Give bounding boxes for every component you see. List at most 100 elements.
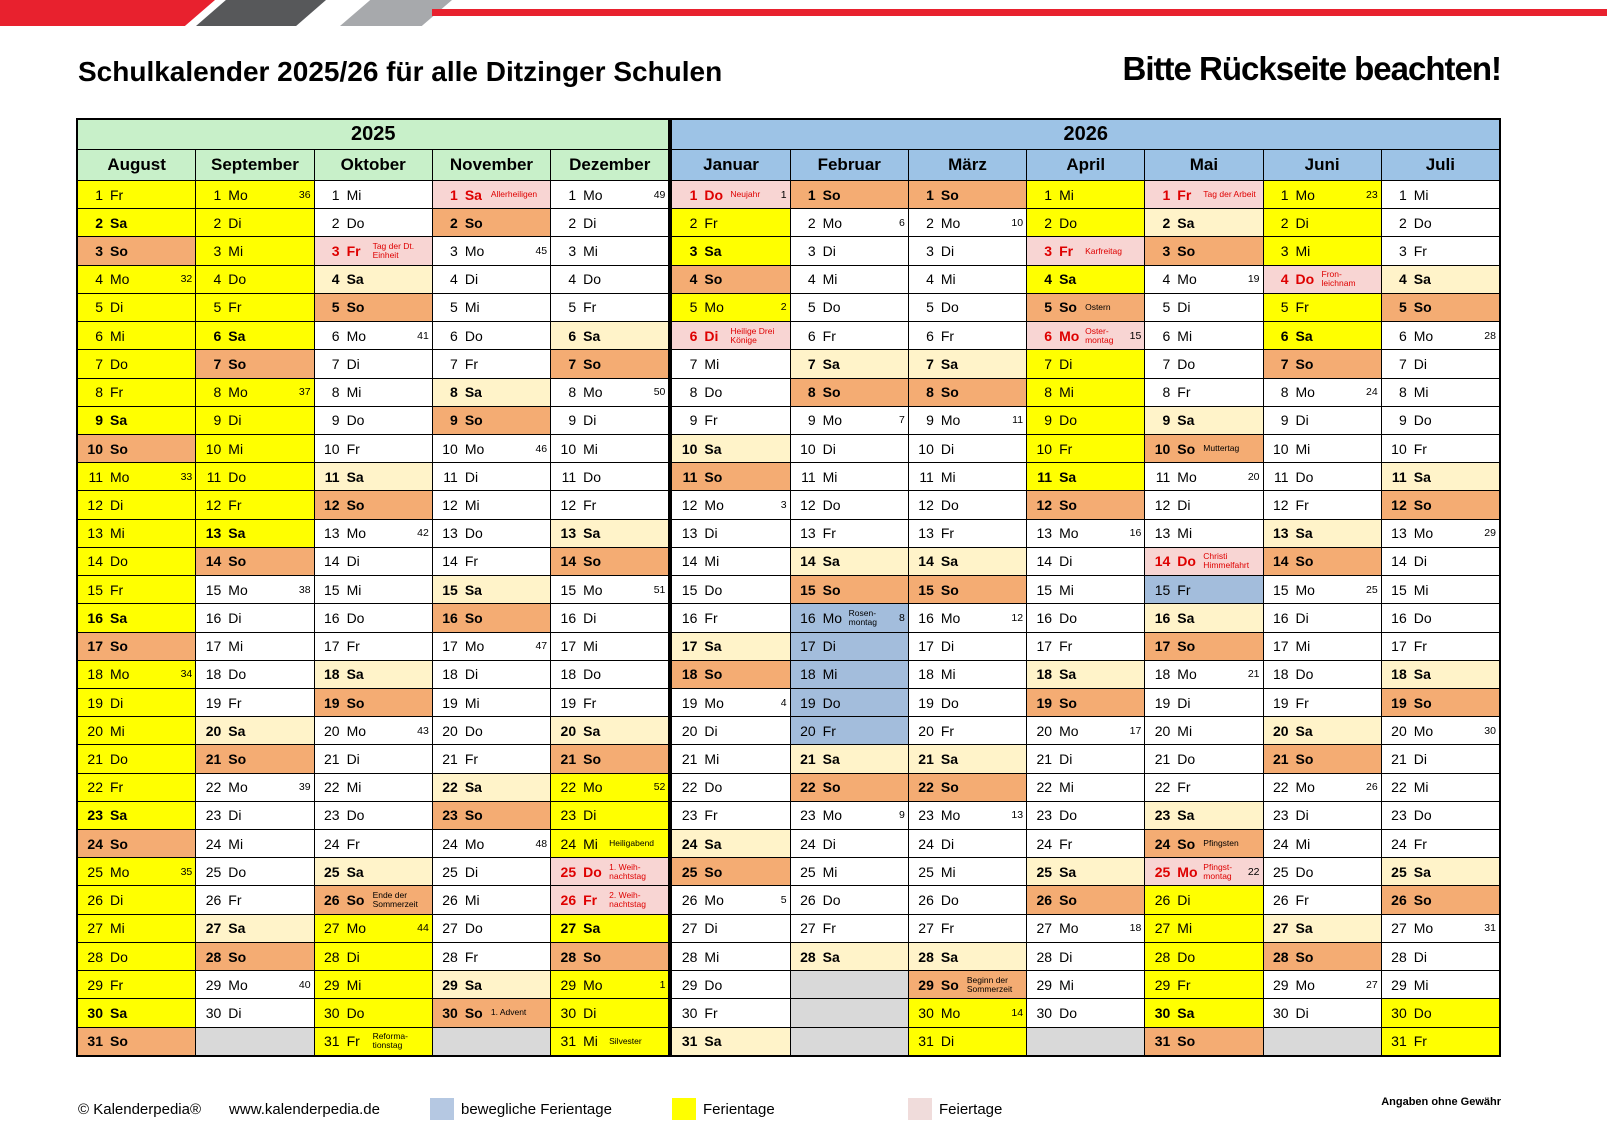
day-number: 28	[560, 948, 577, 965]
holiday-note: Christi Himmelfahrt	[1203, 551, 1250, 571]
week-number: 40	[298, 978, 311, 991]
day-cell-dezember-31: 31 Mi Silvester	[551, 1027, 669, 1055]
day-cell-juli-8: 8 Mi	[1381, 378, 1499, 407]
day-cell-juli-23: 23 Do	[1381, 801, 1499, 831]
weekday-label: Fr	[822, 920, 836, 937]
day-cell-juni-29: 29 Mo 27	[1263, 971, 1381, 1000]
day-cell-juli-4: 4 Sa	[1381, 265, 1499, 294]
day-number: 25	[560, 863, 577, 880]
day-cell-juli-16: 16 Do	[1381, 604, 1499, 633]
weekday-label: So	[346, 497, 365, 514]
day-number: 2	[1398, 214, 1407, 231]
day-cell-august-1: 1 Fr	[78, 181, 196, 210]
day-number: 30	[1154, 1004, 1171, 1021]
weekday-label: Mo	[583, 384, 603, 401]
day-cell-april-27: 27 Mo 18	[1027, 914, 1145, 943]
weekday-label: Mo	[110, 666, 130, 683]
website-link[interactable]: www.kalenderpedia.de	[229, 1101, 380, 1118]
week-number: 45	[535, 245, 548, 258]
weekday-label: So	[583, 750, 602, 767]
day-cell-oktober-6: 6 Mo 41	[314, 322, 432, 351]
day-cell-dezember-24: 24 Mi Heiligabend	[551, 830, 669, 859]
weekday-label: So	[583, 553, 602, 570]
day-number: 17	[800, 638, 816, 655]
day-number: 5	[1398, 299, 1407, 316]
weekday-label: Do	[1059, 1004, 1077, 1021]
weekday-label: Di	[1295, 609, 1309, 626]
weekday-label: Fr	[464, 553, 479, 570]
day-number: 9	[450, 412, 458, 429]
day-cell-juli-10: 10 Fr	[1381, 434, 1499, 464]
day-cell-oktober-7: 7 Di	[314, 350, 432, 379]
weekday-label: So	[1413, 694, 1432, 711]
weekday-label: Di	[940, 1033, 955, 1050]
week-number: 38	[298, 583, 311, 596]
day-cell-märz-30: 30 Mo 14	[908, 999, 1027, 1028]
day-cell-februar-25: 25 Mi	[790, 858, 908, 887]
day-cell-mai-17: 17 So	[1145, 632, 1263, 661]
day-number: 15	[800, 581, 816, 598]
day-number: 9	[331, 412, 340, 429]
day-number: 30	[442, 1004, 458, 1021]
day-number: 24	[1036, 835, 1053, 852]
week-number: 47	[535, 640, 548, 653]
day-number: 13	[918, 525, 934, 542]
weekday-label: Mo	[1177, 271, 1197, 288]
day-number: 20	[442, 722, 458, 739]
day-cell-november-30: 30 So 1. Advent	[432, 999, 551, 1028]
day-cell-september-25: 25 Do	[196, 858, 314, 887]
day-number: 2	[95, 214, 103, 231]
weekday-label: So	[110, 638, 128, 655]
weekday-label: Do	[940, 694, 959, 711]
day-number: 11	[88, 468, 103, 485]
weekday-label: Di	[1059, 948, 1073, 965]
day-cell-oktober-27: 27 Mo 44	[314, 914, 432, 943]
weekday-label: So	[1295, 553, 1314, 570]
day-cell-mai-1: 1 Fr Tag der Arbeit	[1145, 181, 1263, 210]
weekday-label: Mi	[110, 327, 125, 344]
day-number: 16	[1036, 609, 1053, 626]
day-cell-januar-18: 18 So	[672, 660, 790, 689]
day-number: 20	[1036, 722, 1053, 739]
day-cell-oktober-23: 23 Do	[314, 801, 432, 831]
weekday-label: Sa	[346, 468, 364, 485]
month-column-januar: Januar 1 Do Neujahr 1 2 Fr 3 Sa 4 So 5 Mo 2 6 Di Heilige…	[672, 150, 790, 1055]
weekday-label: Fr	[1177, 186, 1192, 203]
day-number: 5	[1280, 299, 1289, 316]
weekday-label: Sa	[583, 722, 601, 739]
legend: bewegliche Ferientage Ferientage Feiertage	[430, 1098, 1501, 1124]
day-cell-mai-11: 11 Mo 20	[1145, 463, 1263, 492]
day-number: 28	[1154, 948, 1171, 965]
weekday-label: Do	[110, 750, 128, 767]
legend-item-bewegliche-ferientage: bewegliche Ferientage	[430, 1098, 612, 1120]
day-cell-september-15: 15 Mo 38	[196, 576, 314, 605]
weekday-label: Di	[228, 807, 242, 824]
day-cell-mai-29: 29 Fr	[1145, 971, 1263, 1000]
day-number: 17	[323, 638, 340, 655]
day-number: 2	[1280, 214, 1289, 231]
day-number: 17	[205, 638, 222, 655]
day-cell-juli-29: 29 Mi	[1381, 971, 1499, 1000]
day-number: 18	[560, 666, 577, 683]
weekday-label: Mo	[1413, 525, 1434, 542]
week-number: 2	[780, 301, 787, 314]
day-cell-dezember-12: 12 Fr	[551, 491, 669, 520]
day-number: 8	[95, 384, 103, 401]
day-number: 9	[213, 412, 222, 429]
day-cell-dezember-17: 17 Mi	[551, 632, 669, 661]
weekday-label: So	[464, 807, 483, 824]
day-cell-august-23: 23 Sa	[78, 801, 196, 831]
day-number: 20	[1272, 722, 1289, 739]
day-cell-februar-13: 13 Fr	[790, 519, 908, 548]
day-number: 13	[1272, 525, 1289, 542]
day-number: 17	[1154, 638, 1171, 655]
day-number: 23	[918, 807, 934, 824]
weekday-label: Mo	[228, 384, 248, 401]
day-number: 6	[331, 327, 340, 344]
weekday-label: Fr	[1059, 835, 1073, 852]
day-number: 15	[1036, 581, 1053, 598]
weekday-label: Mi	[1177, 722, 1193, 739]
day-number: 17	[442, 638, 458, 655]
day-number: 20	[87, 722, 103, 739]
day-cell-dezember-14: 14 So	[551, 547, 669, 577]
